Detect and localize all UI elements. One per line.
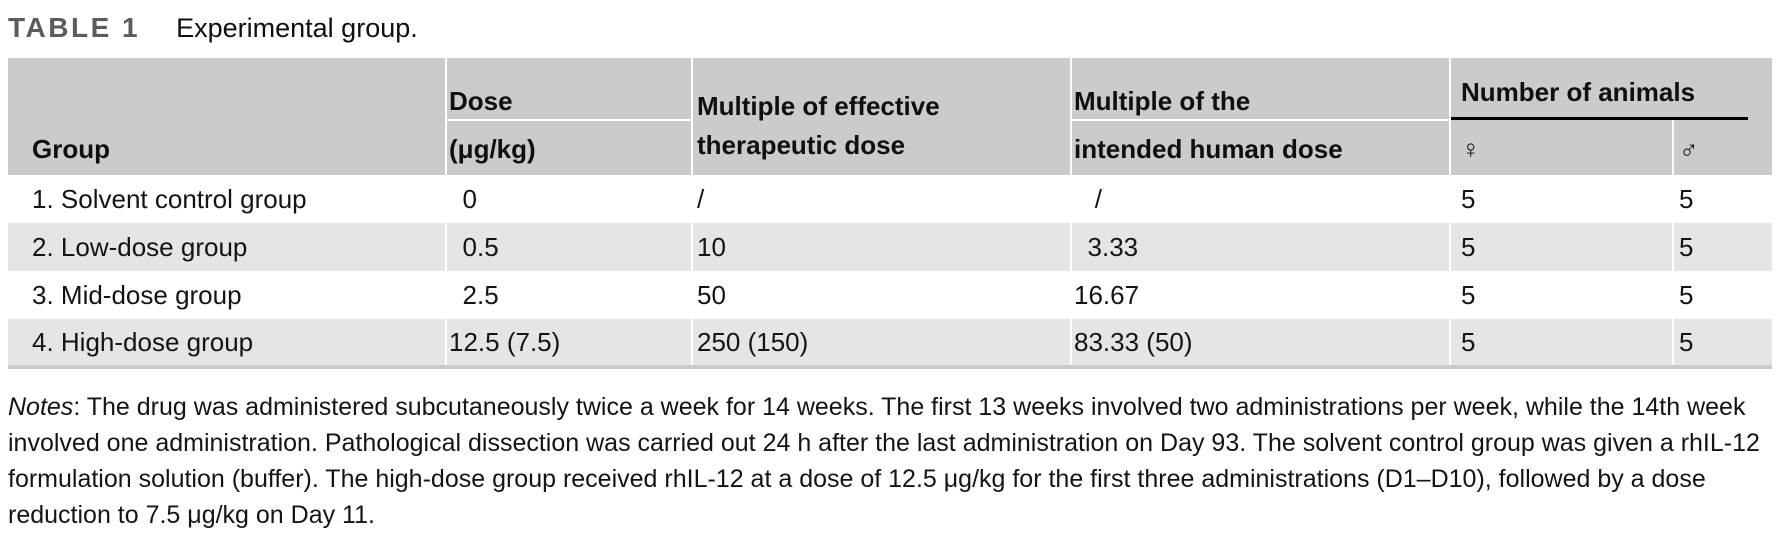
notes-paragraph: Notes: The drug was administered subcuta… (8, 389, 1772, 533)
multiple-human-cell: 16.67 (1070, 271, 1450, 319)
notes-label: Notes (8, 393, 74, 421)
male-count-cell: 5 (1672, 223, 1772, 271)
col-header-multiple-human-line2: intended human dose (1070, 120, 1450, 175)
multiple-human-cell: 3.33 (1070, 223, 1450, 271)
col-header-group: Group (8, 58, 446, 175)
table-title: TABLE 1 Experimental group. (8, 12, 1772, 44)
female-symbol-icon: ♀ (1449, 120, 1673, 175)
multiple-human-cell: / (1070, 175, 1450, 223)
table-row: 4. High-dose group 12.5 (7.5) 250 (150) … (8, 319, 1772, 367)
female-count-cell: 5 (1449, 175, 1673, 223)
table-row: 1. Solvent control group 0 / / 5 5 (8, 175, 1772, 223)
male-symbol-icon: ♂ (1672, 120, 1772, 175)
table-row: 2. Low-dose group 0.5 10 3.33 5 5 (8, 223, 1772, 271)
table-label: TABLE 1 (8, 12, 141, 43)
table-caption: Experimental group. (176, 13, 418, 43)
notes-text: : The drug was administered subcutaneous… (8, 393, 1760, 529)
col-header-multiple-human-line1: Multiple of the (1070, 58, 1450, 121)
dose-cell: 0.5 (445, 223, 692, 271)
table-body: 1. Solvent control group 0 / / 5 5 2. Lo… (8, 175, 1772, 367)
col-header-multiple-effective-line2: therapeutic dose (697, 130, 906, 160)
group-cell: 1. Solvent control group (8, 175, 446, 223)
table-header: Group Dose Multiple of effective therape… (8, 58, 1772, 175)
multiple-effective-cell: 250 (150) (691, 319, 1071, 367)
col-header-multiple-effective-line1: Multiple of effective (697, 91, 940, 121)
female-count-cell: 5 (1449, 319, 1673, 367)
female-count-cell: 5 (1449, 271, 1673, 319)
male-count-cell: 5 (1672, 319, 1772, 367)
dose-cell: 0 (445, 175, 692, 223)
col-header-dose-unit: (μg/kg) (445, 120, 692, 175)
col-header-number-of-animals: Number of animals (1449, 58, 1772, 120)
group-cell: 4. High-dose group (8, 319, 446, 367)
col-header-dose: Dose (445, 58, 692, 121)
multiple-effective-cell: 10 (691, 223, 1071, 271)
animals-header-rule: Number of animals (1451, 77, 1748, 120)
dose-cell: 2.5 (445, 271, 692, 319)
number-of-animals-label: Number of animals (1461, 77, 1696, 107)
multiple-human-cell: 83.33 (50) (1070, 319, 1450, 367)
col-header-multiple-effective: Multiple of effective therapeutic dose (691, 58, 1071, 175)
male-count-cell: 5 (1672, 271, 1772, 319)
table-row: 3. Mid-dose group 2.5 50 16.67 5 5 (8, 271, 1772, 319)
female-count-cell: 5 (1449, 223, 1673, 271)
group-cell: 3. Mid-dose group (8, 271, 446, 319)
multiple-effective-cell: / (691, 175, 1071, 223)
male-count-cell: 5 (1672, 175, 1772, 223)
experimental-group-table: Group Dose Multiple of effective therape… (8, 58, 1772, 369)
dose-cell: 12.5 (7.5) (445, 319, 692, 367)
multiple-effective-cell: 50 (691, 271, 1071, 319)
group-cell: 2. Low-dose group (8, 223, 446, 271)
